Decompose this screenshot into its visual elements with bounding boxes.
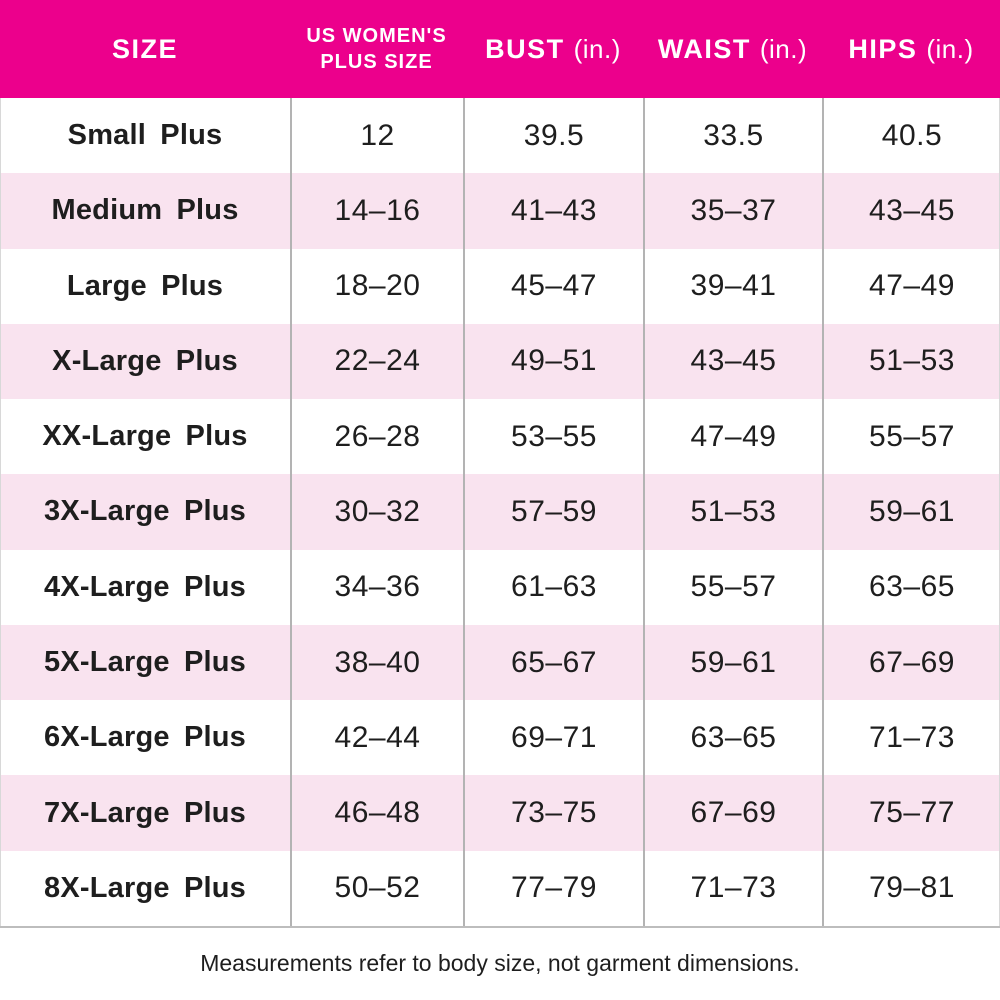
table-header-row: SIZE US WOMEN'S PLUS SIZE BUST (in.) WAI…: [0, 0, 1000, 98]
cell-waist: 33.5: [643, 98, 822, 174]
cell-bust: 61–63: [463, 549, 643, 625]
header-hips-label: HIPS: [848, 33, 918, 64]
cell-bust: 57–59: [463, 474, 643, 550]
cell-hips: 59–61: [822, 474, 1000, 550]
cell-hips: 47–49: [822, 248, 1000, 324]
table-row: 3X-Large Plus 30–32 57–59 51–53 59–61: [0, 474, 1000, 550]
cell-bust: 65–67: [463, 624, 643, 701]
header-hips: HIPS (in.): [822, 0, 1000, 98]
table-row: Small Plus 12 39.5 33.5 40.5: [0, 98, 1000, 174]
cell-us-plus-size: 50–52: [290, 850, 463, 926]
cell-hips: 75–77: [822, 775, 1000, 851]
row-size-label: 8X-Large Plus: [44, 871, 246, 904]
row-size-label: 5X-Large Plus: [44, 646, 246, 679]
cell-hips: 67–69: [822, 624, 1000, 701]
cell-us-plus-size: 14–16: [290, 173, 463, 249]
row-size-label: XX-Large Plus: [42, 420, 248, 453]
cell-us-plus-size: 26–28: [290, 399, 463, 475]
table-row: 6X-Large Plus 42–44 69–71 63–65 71–73: [0, 700, 1000, 776]
cell-bust: 73–75: [463, 775, 643, 851]
cell-waist: 39–41: [643, 248, 822, 324]
cell-waist: 43–45: [643, 323, 822, 400]
row-size-label: Large Plus: [66, 269, 224, 302]
header-bust-label: BUST: [485, 33, 565, 64]
cell-hips: 55–57: [822, 399, 1000, 475]
header-bust-unit: (in.): [573, 33, 621, 64]
measurement-note: Measurements refer to body size, not gar…: [200, 949, 800, 976]
cell-hips: 43–45: [822, 173, 1000, 249]
cell-bust: 69–71: [463, 700, 643, 776]
table-row: Medium Plus 14–16 41–43 35–37 43–45: [0, 173, 1000, 249]
row-size-label: Medium Plus: [51, 194, 239, 227]
cell-waist: 63–65: [643, 700, 822, 776]
cell-us-plus-size: 42–44: [290, 700, 463, 776]
cell-bust: 41–43: [463, 173, 643, 249]
table-row: 4X-Large Plus 34–36 61–63 55–57 63–65: [0, 549, 1000, 625]
cell-bust: 39.5: [463, 98, 643, 174]
header-us-plus-size-line2: PLUS SIZE: [320, 51, 433, 73]
cell-bust: 49–51: [463, 323, 643, 400]
cell-us-plus-size: 22–24: [290, 323, 463, 400]
cell-waist: 51–53: [643, 474, 822, 550]
cell-waist: 59–61: [643, 624, 822, 701]
cell-us-plus-size: 18–20: [290, 248, 463, 324]
header-size-label: SIZE: [111, 33, 178, 64]
table-row: XX-Large Plus 26–28 53–55 47–49 55–57: [0, 399, 1000, 475]
row-size-label: 3X-Large Plus: [44, 495, 246, 528]
cell-hips: 40.5: [822, 98, 1000, 174]
header-bust: BUST (in.): [463, 0, 643, 98]
cell-waist: 55–57: [643, 549, 822, 625]
cell-us-plus-size: 12: [290, 98, 463, 174]
cell-us-plus-size: 38–40: [290, 624, 463, 701]
header-hips-unit: (in.): [926, 33, 974, 64]
row-size-label: 4X-Large Plus: [44, 570, 246, 603]
header-waist-label: WAIST: [657, 33, 751, 64]
header-waist-unit: (in.): [759, 33, 808, 64]
row-size-label: 6X-Large Plus: [44, 721, 246, 754]
header-waist: WAIST (in.): [643, 0, 822, 98]
row-size-label: X-Large Plus: [52, 344, 238, 377]
header-us-plus-size-line1: US WOMEN'S: [306, 25, 447, 47]
cell-waist: 35–37: [643, 173, 822, 249]
cell-hips: 63–65: [822, 549, 1000, 625]
table-row: 8X-Large Plus 50–52 77–79 71–73 79–81: [0, 850, 1000, 926]
cell-waist: 67–69: [643, 775, 822, 851]
cell-bust: 53–55: [463, 399, 643, 475]
cell-us-plus-size: 30–32: [290, 474, 463, 550]
table-row: 7X-Large Plus 46–48 73–75 67–69 75–77: [0, 775, 1000, 851]
cell-waist: 47–49: [643, 399, 822, 475]
table-body: Small Plus 12 39.5 33.5 40.5 Medium Plus 14–16…: [0, 98, 1000, 928]
cell-us-plus-size: 34–36: [290, 549, 463, 625]
cell-hips: 79–81: [822, 850, 1000, 926]
cell-bust: 45–47: [463, 248, 643, 324]
table-row: 5X-Large Plus 38–40 65–67 59–61 67–69: [0, 624, 1000, 701]
header-us-plus-size: US WOMEN'S PLUS SIZE: [290, 0, 463, 98]
cell-hips: 71–73: [822, 700, 1000, 776]
header-size: SIZE: [0, 0, 290, 98]
row-size-label: 7X-Large Plus: [44, 796, 246, 829]
cell-bust: 77–79: [463, 850, 643, 926]
table-row: X-Large Plus 22–24 49–51 43–45 51–53: [0, 323, 1000, 400]
table-row: Large Plus 18–20 45–47 39–41 47–49: [0, 248, 1000, 324]
cell-us-plus-size: 46–48: [290, 775, 463, 851]
row-size-label: Small Plus: [67, 119, 223, 152]
cell-waist: 71–73: [643, 850, 822, 926]
cell-hips: 51–53: [822, 323, 1000, 400]
